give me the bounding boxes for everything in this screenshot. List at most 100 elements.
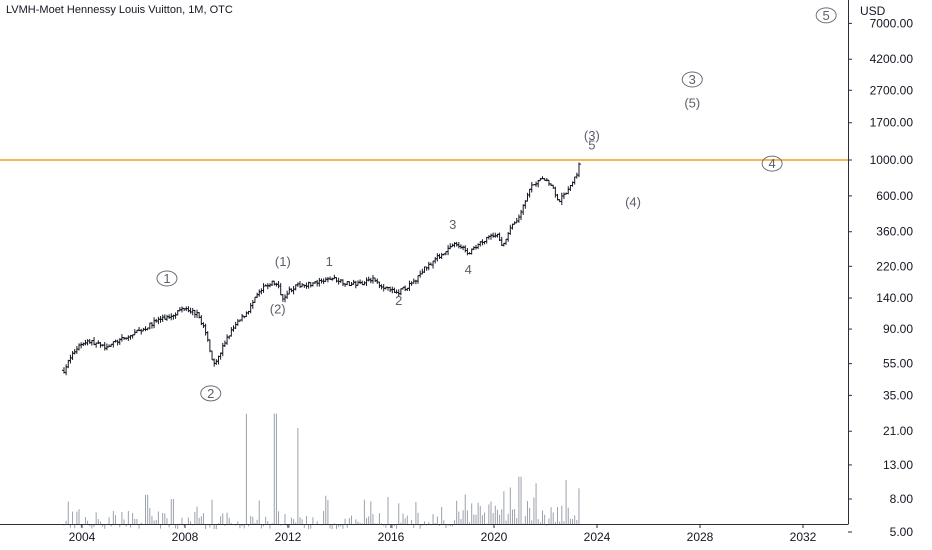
price-bar [559, 192, 564, 205]
price-bar [225, 334, 230, 345]
wave-label: 2 [395, 293, 402, 308]
price-bar [139, 328, 144, 335]
price-bar [126, 335, 131, 341]
wave-label-text: 1 [326, 254, 333, 269]
price-bar [544, 178, 549, 182]
x-tick-label: 2020 [481, 530, 508, 544]
price-bar [504, 238, 509, 245]
price-bar [458, 244, 463, 249]
x-tick-label: 2004 [69, 530, 96, 544]
price-bar [76, 343, 81, 351]
price-bar [179, 306, 184, 313]
price-bar [231, 325, 236, 332]
price-bar [278, 283, 283, 296]
price-bar [514, 217, 519, 224]
price-bar [203, 323, 208, 336]
price-bar [437, 253, 442, 259]
wave-label: (1) [275, 254, 291, 269]
price-bar [360, 280, 365, 286]
price-bar [287, 286, 292, 295]
axes: 7000.00 4200.00 2700.00 1700.00 1000.00 600.0… [0, 0, 913, 544]
y-tick-label: 220.00 [876, 259, 913, 273]
price-bar [340, 279, 345, 287]
price-bar [295, 282, 300, 287]
price-bar [435, 253, 440, 262]
price-bar [201, 322, 206, 328]
price-bar [529, 182, 534, 193]
price-bar [381, 284, 386, 292]
price-bar [195, 309, 200, 318]
price-bar [96, 340, 101, 345]
y-tick-label: 2700.00 [870, 83, 914, 97]
price-bar [167, 314, 172, 319]
price-bar [353, 280, 358, 289]
wave-label: (4) [625, 194, 641, 209]
price-bar [439, 252, 444, 260]
price-bar [207, 339, 212, 353]
price-bar [81, 342, 86, 347]
wave-label: 1 [156, 270, 178, 287]
y-tick-label: 21.00 [883, 424, 913, 438]
price-bar [233, 321, 238, 330]
price-bar [152, 317, 157, 329]
price-bar [111, 341, 116, 348]
price-bar [261, 283, 266, 293]
price-bar [102, 341, 107, 351]
price-bar [222, 340, 227, 347]
price-bar [229, 327, 234, 337]
price-bar [426, 261, 431, 271]
price-bar [214, 359, 219, 365]
price-bar [388, 286, 393, 293]
price-bar [465, 248, 470, 256]
y-tick-label: 7000.00 [870, 16, 914, 30]
y-tick-label: 55.00 [883, 357, 913, 371]
price-bar [446, 245, 451, 256]
price-bar [334, 277, 339, 283]
price-bar [566, 186, 571, 195]
chart-title: LVMH-Moet Hennessy Louis Vuitton, 1M, OT… [6, 4, 233, 16]
price-bar [74, 345, 79, 354]
price-bar [291, 285, 296, 295]
price-bar [493, 232, 498, 238]
wave-label-circle [815, 7, 837, 24]
wave-label: 3 [681, 71, 703, 88]
price-bar [212, 358, 217, 367]
price-bar [519, 209, 524, 221]
wave-label-text: 1 [163, 271, 170, 286]
price-bar [304, 282, 309, 289]
price-bar [147, 322, 152, 330]
price-bar [85, 339, 90, 346]
y-tick-label: 13.00 [883, 458, 913, 472]
price-bar [143, 326, 148, 332]
price-bar [525, 192, 530, 202]
price-bar [377, 281, 382, 289]
price-bar [521, 204, 526, 215]
price-bar [553, 186, 558, 198]
wave-label-text: 2 [395, 293, 402, 308]
wave-label: 5 [815, 7, 837, 24]
wave-label-circle [761, 155, 783, 172]
price-bar [156, 316, 161, 325]
x-tick-label: 2024 [584, 530, 611, 544]
wave-label-text: (2) [270, 301, 286, 316]
price-bar [546, 179, 551, 186]
price-bar [248, 302, 253, 314]
wave-label-circle [681, 71, 703, 88]
x-tick-label: 2012 [275, 530, 302, 544]
price-bar [527, 188, 532, 198]
price-bar [454, 241, 459, 247]
wave-label: 4 [761, 155, 783, 172]
price-bar [516, 214, 521, 223]
wave-label: 5 [588, 137, 595, 152]
wave-label-text: 4 [768, 156, 775, 171]
price-bar [173, 312, 178, 319]
price-bar [471, 246, 476, 251]
price-bar [325, 276, 330, 283]
price-bar [370, 274, 375, 284]
price-bar [373, 277, 378, 282]
price-bar [68, 354, 73, 364]
price-bar [164, 314, 169, 321]
y-tick-label: 360.00 [876, 225, 913, 239]
